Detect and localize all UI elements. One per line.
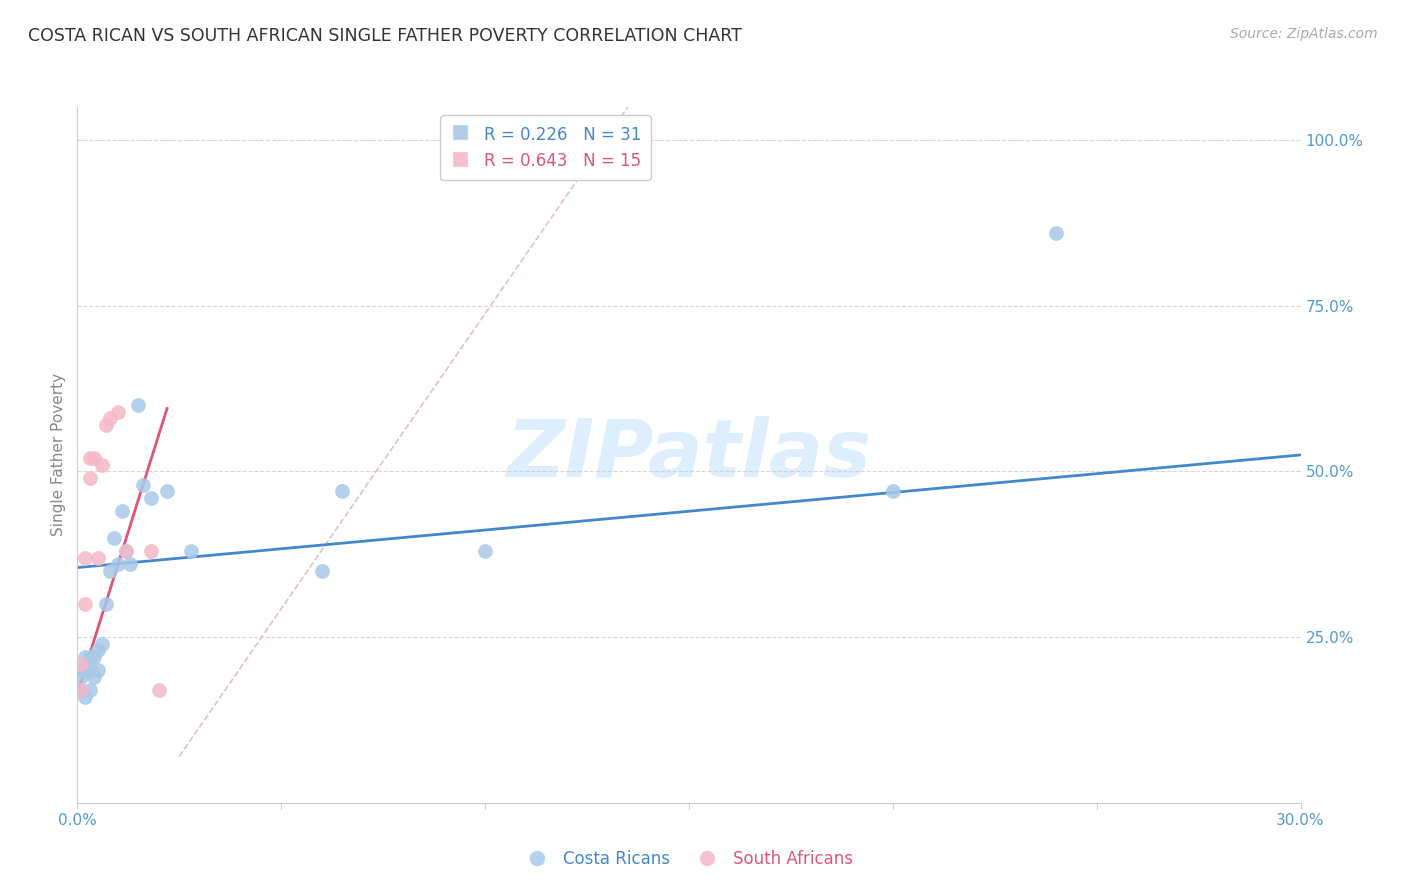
- Point: [107, 405, 129, 419]
- Text: COSTA RICAN VS SOUTH AFRICAN SINGLE FATHER POVERTY CORRELATION CHART: COSTA RICAN VS SOUTH AFRICAN SINGLE FATH…: [28, 27, 742, 45]
- Point: [83, 451, 105, 466]
- Point: [83, 650, 105, 665]
- Point: [111, 504, 134, 518]
- Legend: Costa Ricans, South Africans: Costa Ricans, South Africans: [517, 843, 860, 874]
- Point: [131, 477, 153, 491]
- Point: [70, 663, 93, 677]
- Point: [79, 683, 101, 698]
- Point: [107, 558, 129, 572]
- Point: [156, 484, 179, 499]
- Point: [115, 544, 138, 558]
- Point: [94, 597, 117, 611]
- Point: [332, 484, 354, 499]
- Point: [83, 670, 105, 684]
- Point: [103, 531, 125, 545]
- Point: [79, 650, 101, 665]
- Point: [70, 683, 93, 698]
- Point: [90, 458, 112, 472]
- Point: [70, 683, 93, 698]
- Point: [70, 657, 93, 671]
- Point: [75, 650, 97, 665]
- Point: [98, 411, 121, 425]
- Point: [120, 558, 142, 572]
- Point: [75, 597, 97, 611]
- Point: [474, 544, 496, 558]
- Point: [1045, 226, 1067, 240]
- Point: [94, 418, 117, 433]
- Point: [180, 544, 202, 558]
- Point: [79, 451, 101, 466]
- Point: [139, 491, 162, 505]
- Y-axis label: Single Father Poverty: Single Father Poverty: [51, 374, 66, 536]
- Point: [311, 564, 333, 578]
- Point: [75, 690, 97, 704]
- Point: [90, 637, 112, 651]
- Point: [75, 663, 97, 677]
- Point: [87, 550, 110, 565]
- Point: [127, 398, 149, 412]
- Point: [87, 643, 110, 657]
- Point: [148, 683, 170, 698]
- Point: [115, 544, 138, 558]
- Point: [139, 544, 162, 558]
- Point: [75, 550, 97, 565]
- Text: ZIPatlas: ZIPatlas: [506, 416, 872, 494]
- Point: [79, 471, 101, 485]
- Point: [882, 484, 904, 499]
- Text: Source: ZipAtlas.com: Source: ZipAtlas.com: [1230, 27, 1378, 41]
- Point: [98, 564, 121, 578]
- Point: [79, 663, 101, 677]
- Point: [70, 670, 93, 684]
- Point: [87, 663, 110, 677]
